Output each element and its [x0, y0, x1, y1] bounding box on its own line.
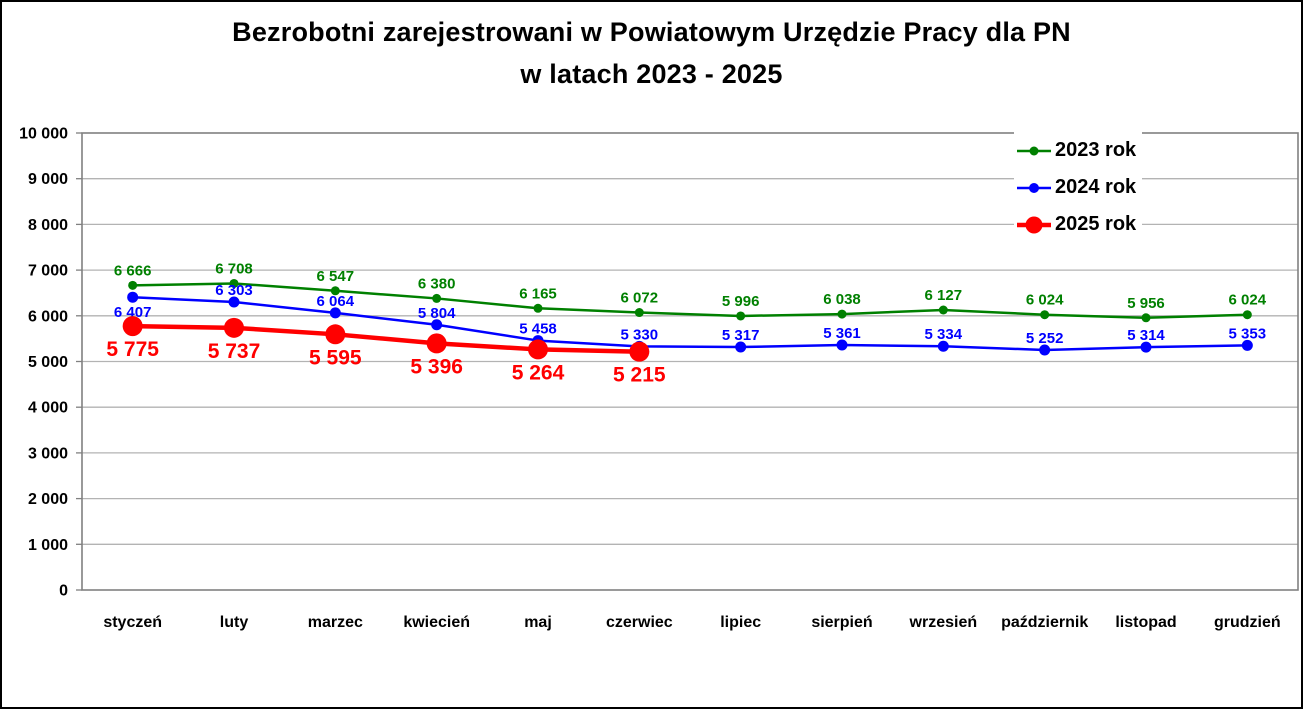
data-point-label: 5 264 [512, 361, 565, 384]
data-point-marker [1141, 313, 1151, 323]
data-point-marker [329, 307, 341, 319]
data-point-label: 6 038 [823, 291, 861, 308]
x-axis-tick-label: październik [1001, 614, 1088, 631]
x-axis-tick-label: kwiecień [403, 614, 470, 631]
data-point-label: 6 303 [215, 282, 253, 299]
data-point-marker [330, 286, 340, 296]
data-point-marker [1242, 310, 1252, 320]
data-point-label: 5 334 [925, 326, 963, 343]
data-point-marker [122, 316, 143, 337]
data-point-label: 6 024 [1026, 292, 1064, 309]
x-axis-tick-label: czerwiec [606, 614, 673, 631]
data-point-label: 5 737 [208, 340, 261, 363]
x-axis-tick-label: wrzesień [909, 614, 978, 631]
data-point-marker [325, 324, 346, 345]
data-point-label: 5 458 [519, 321, 557, 338]
y-axis-tick-label: 0 [59, 583, 68, 600]
legend-label-2023: 2023 rok [1055, 139, 1137, 161]
data-point-marker [629, 341, 650, 362]
x-axis-tick-label: sierpień [811, 614, 872, 631]
legend-label-2025: 2025 rok [1055, 213, 1137, 235]
x-axis-tick-label: marzec [308, 614, 363, 631]
data-point-marker [128, 280, 138, 290]
data-point-marker [736, 311, 746, 321]
data-point-marker [528, 339, 548, 360]
data-point-label: 6 547 [317, 268, 355, 285]
data-point-label: 5 252 [1026, 330, 1064, 347]
chart-title-line2: w latach 2023 - 2025 [520, 59, 783, 89]
x-axis-tick-label: lipiec [720, 614, 761, 631]
data-point-marker [938, 305, 948, 315]
legend-item-2025: 2025 rok [1016, 206, 1136, 243]
data-point-marker [533, 303, 543, 313]
series-line-2025-rok [130, 323, 642, 354]
chart-title: Bezrobotni zarejestrowani w Powiatowym U… [2, 11, 1301, 95]
data-point-label: 5 956 [1127, 295, 1165, 312]
data-point-marker [634, 308, 644, 318]
legend-marker-2023-icon [1017, 146, 1051, 155]
series-line-2023-rok [131, 282, 1249, 320]
y-axis-tick-label: 5 000 [28, 354, 68, 371]
data-point-marker [426, 333, 447, 354]
y-axis-tick-label: 10 000 [19, 126, 68, 143]
data-point-marker [837, 309, 847, 319]
data-point-label: 5 330 [621, 326, 659, 343]
data-point-marker [937, 340, 949, 352]
x-axis-tick-label: styczeń [103, 614, 162, 631]
y-axis-tick-label: 1 000 [28, 537, 68, 554]
data-point-marker [224, 317, 244, 338]
data-point-marker [127, 291, 139, 303]
legend-marker-2025-icon [1017, 216, 1051, 233]
series-line-2024-rok [131, 295, 1249, 352]
data-point-label: 5 314 [1127, 327, 1165, 344]
data-point-marker [1039, 344, 1051, 356]
data-point-label: 5 396 [410, 355, 463, 378]
data-point-label: 6 127 [925, 287, 963, 304]
x-axis-tick-label: maj [524, 614, 552, 631]
data-point-label: 6 165 [519, 285, 557, 302]
data-point-label: 5 996 [722, 293, 760, 310]
x-axis-tick-label: listopad [1115, 614, 1176, 631]
data-point-label: 5 317 [722, 327, 760, 344]
legend-item-2024: 2024 rok [1016, 169, 1136, 206]
legend-item-2023: 2023 rok [1016, 132, 1136, 169]
data-point-label: 6 024 [1229, 292, 1267, 309]
data-point-label: 5 775 [106, 338, 159, 361]
data-point-marker [228, 296, 240, 308]
y-axis-tick-label: 8 000 [28, 217, 68, 234]
x-axis-tick-label: grudzień [1214, 614, 1281, 631]
data-point-marker [836, 339, 848, 351]
data-point-label: 6 064 [317, 293, 355, 310]
data-point-marker [431, 319, 443, 331]
y-axis-tick-label: 9 000 [28, 171, 68, 188]
data-point-marker [432, 293, 442, 303]
chart-title-line1: Bezrobotni zarejestrowani w Powiatowym U… [232, 17, 1071, 47]
y-axis-tick-label: 2 000 [28, 491, 68, 508]
data-point-label: 5 804 [418, 305, 456, 322]
y-axis-tick-label: 3 000 [28, 445, 68, 462]
legend: 2023 rok 2024 rok 2025 rok [1014, 132, 1143, 245]
data-point-label: 6 407 [114, 304, 152, 321]
data-point-marker [1140, 341, 1152, 353]
y-axis-tick-label: 7 000 [28, 263, 68, 280]
data-point-marker [1241, 339, 1253, 351]
data-point-marker [1040, 310, 1050, 320]
legend-marker-2024-icon [1017, 182, 1051, 193]
data-point-label: 5 361 [823, 325, 861, 342]
data-point-label: 5 215 [613, 364, 666, 387]
data-point-label: 6 708 [215, 260, 253, 277]
data-point-label: 6 666 [114, 262, 152, 279]
data-point-label: 6 072 [621, 290, 659, 307]
legend-label-2024: 2024 rok [1055, 176, 1137, 198]
data-point-marker [229, 278, 239, 288]
y-axis-tick-label: 4 000 [28, 400, 68, 417]
data-point-label: 6 380 [418, 275, 456, 292]
y-axis-tick-label: 6 000 [28, 308, 68, 325]
data-point-marker [735, 341, 747, 353]
data-point-label: 5 353 [1229, 325, 1267, 342]
x-axis-tick-label: luty [220, 614, 249, 631]
data-point-label: 5 595 [309, 346, 362, 369]
